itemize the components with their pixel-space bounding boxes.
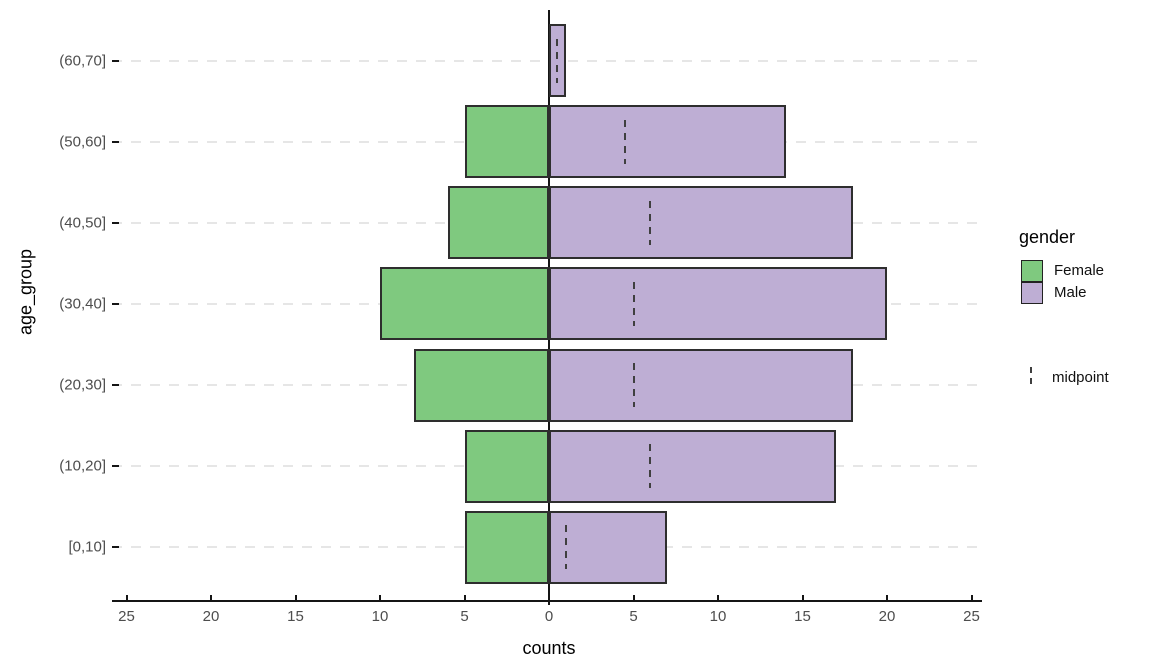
midpoint-marker	[649, 444, 652, 489]
x-tick-label: 15	[794, 608, 811, 625]
y-axis-tick	[112, 384, 119, 386]
x-tick-label: 15	[287, 608, 304, 625]
midpoint-marker	[564, 525, 567, 570]
legend-item-female: Female	[1021, 260, 1104, 282]
legend-title: gender	[1019, 227, 1076, 247]
x-tick-label: 20	[202, 608, 220, 625]
x-axis-tick	[801, 595, 804, 602]
y-tick-label: (10,20]	[59, 457, 106, 475]
x-axis-tick	[379, 595, 381, 602]
bar-female	[464, 429, 549, 503]
x-axis-tick	[125, 595, 128, 602]
x-axis-tick	[294, 595, 297, 602]
bar-male	[549, 105, 786, 179]
x-tick-label: 25	[118, 608, 135, 625]
y-tick-label: (30,40]	[59, 295, 106, 313]
x-tick-label: 10	[709, 608, 727, 625]
bar-male	[549, 510, 668, 584]
legend-label-female: Female	[1054, 262, 1105, 279]
bar-male	[549, 429, 837, 503]
x-tick-label: 20	[878, 608, 896, 625]
y-tick-label: (40,50]	[59, 214, 106, 232]
bar-female	[447, 186, 549, 260]
x-axis-tick	[717, 595, 719, 602]
x-tick-label: 10	[371, 608, 389, 625]
midpoint-marker	[624, 119, 627, 164]
midpoint-marker	[649, 200, 652, 245]
x-axis-line	[112, 600, 982, 602]
x-tick-label: 25	[963, 608, 980, 625]
x-tick-label: 5	[629, 608, 638, 625]
x-axis-tick	[548, 595, 550, 602]
x-tick-label: 5	[460, 608, 469, 625]
y-axis-title: age_group	[15, 248, 36, 336]
midpoint-marker	[556, 38, 559, 83]
legend-item-male: Male	[1021, 282, 1104, 304]
bar-female	[464, 105, 549, 179]
y-axis-tick	[112, 221, 119, 224]
legend-item-midpoint: midpoint	[1021, 367, 1109, 389]
x-axis-title: counts	[522, 638, 576, 658]
midpoint-marker	[632, 281, 635, 326]
female-swatch-icon	[1021, 260, 1043, 282]
gridline	[112, 59, 982, 62]
y-tick-label: [0,10]	[68, 538, 106, 556]
y-axis-tick	[112, 140, 119, 143]
x-axis-tick	[210, 595, 212, 602]
legend-label-midpoint: midpoint	[1052, 369, 1109, 386]
bar-female	[380, 267, 549, 341]
legend-gender-keys: Female Male	[1021, 260, 1104, 304]
x-tick-label: 0	[544, 608, 554, 625]
bar-male	[549, 348, 854, 422]
midpoint-marker	[632, 363, 635, 407]
y-tick-label: (50,60]	[59, 133, 106, 151]
bar-male	[549, 267, 887, 341]
y-axis-tick	[112, 302, 119, 305]
x-axis-tick	[970, 595, 973, 602]
x-axis-tick	[463, 595, 466, 602]
male-swatch-icon	[1021, 282, 1043, 304]
bar-female	[464, 510, 549, 584]
y-tick-label: (20,30]	[59, 376, 106, 394]
legend-label-male: Male	[1054, 284, 1087, 301]
y-axis-tick	[112, 59, 119, 62]
bar-female	[413, 348, 549, 422]
y-axis-tick	[112, 465, 119, 468]
midpoint-dash-icon	[1030, 367, 1032, 389]
y-tick-label: (60,70]	[59, 52, 106, 70]
x-axis-tick	[886, 595, 888, 602]
bar-male	[549, 186, 854, 260]
x-axis-tick	[632, 595, 635, 602]
y-axis-tick	[112, 546, 119, 549]
